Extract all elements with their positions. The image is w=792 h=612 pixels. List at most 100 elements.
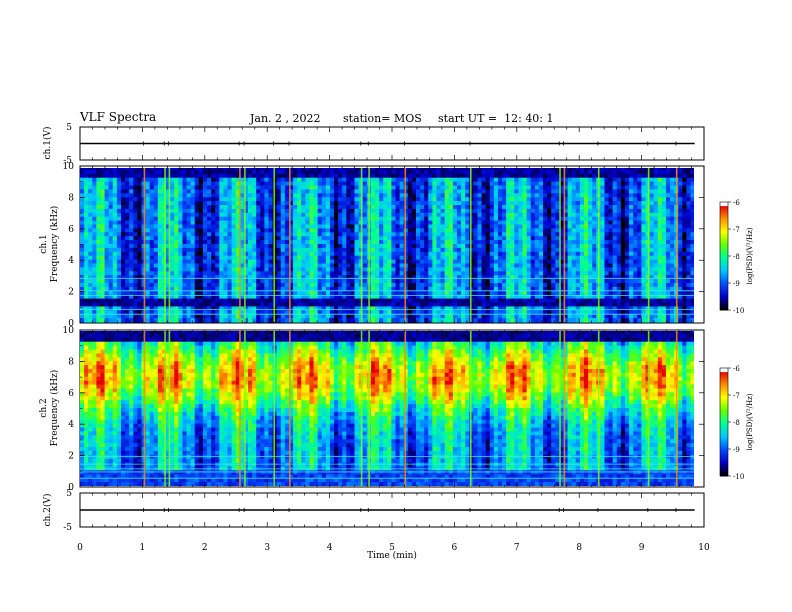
spectrogram-cell (584, 177, 589, 183)
spectrogram-cell (198, 267, 204, 272)
spectrogram-cell (481, 244, 487, 249)
spectrogram-cell (116, 310, 122, 315)
spectrogram-cell (104, 205, 110, 210)
spectrogram-cell (227, 247, 233, 253)
spectrogram-cell (248, 302, 253, 307)
spectrogram-cell (579, 314, 585, 319)
spectrogram-cell (145, 306, 151, 311)
spectrogram-cell (538, 247, 544, 253)
spectrogram-cell (522, 208, 528, 214)
spectrogram-cell (227, 244, 233, 249)
spectrogram-cell (215, 267, 220, 272)
spectrogram-cell (174, 244, 179, 249)
spectrogram-cell (157, 318, 163, 323)
spectrogram-cell (584, 232, 589, 237)
spectrogram-cell (477, 279, 483, 284)
spectrogram-cell (211, 259, 216, 265)
spectrogram-cell (313, 275, 319, 280)
spectrogram-cell (497, 236, 503, 241)
spectrogram-cell (518, 318, 524, 323)
spectrogram-cell (223, 279, 229, 284)
spectrogram-cell (276, 318, 282, 323)
spectrogram-cell (301, 197, 306, 202)
spectrogram-cell (379, 205, 384, 210)
spectrogram-cell (563, 228, 569, 233)
spectrogram-cell (297, 181, 302, 187)
spectrogram-cell (534, 193, 540, 198)
spectrogram-cell (321, 302, 327, 307)
spectrogram-cell (170, 181, 175, 187)
spectrogram-cell (399, 205, 405, 210)
spectrogram-cell (342, 240, 347, 245)
spectrogram-cell (84, 201, 89, 206)
spectrogram-cell (239, 193, 245, 198)
spectrogram-cell (452, 208, 458, 214)
spectrogram-cell (313, 263, 319, 268)
spectrogram-cell (502, 310, 507, 315)
spectrogram-cell (190, 185, 196, 190)
spectrogram-cell (571, 189, 577, 194)
spectrogram-cell (149, 193, 155, 198)
spectrogram-cell (448, 205, 454, 210)
spectrogram-cell (555, 216, 561, 222)
spectrogram-cell (465, 294, 470, 300)
spectrogram-cell (440, 263, 446, 268)
spectrogram-cell (338, 255, 343, 261)
spectrogram-cell (157, 193, 163, 198)
spectrogram-cell (112, 208, 118, 214)
spectrogram-cell (346, 271, 352, 276)
spectrogram-cell (207, 298, 212, 304)
spectrogram-cell (112, 302, 118, 307)
spectrogram-cell (571, 193, 577, 198)
spectrogram-cell (137, 193, 143, 198)
spectrogram-cell (334, 197, 339, 202)
spectrogram-cell (231, 267, 237, 272)
spectrogram-cell (375, 212, 380, 218)
spectrogram-cell (178, 247, 184, 253)
spectrogram-cell (584, 212, 589, 218)
spectrogram-cell (174, 286, 179, 292)
spectrogram-cell (375, 185, 380, 190)
spectrogram-cell (313, 298, 319, 304)
spectrogram-cell (518, 181, 524, 187)
spectrogram-cell (497, 208, 503, 214)
spectrogram-cell (297, 189, 302, 194)
spectrogram-cell (116, 169, 122, 175)
spectrogram-cell (125, 290, 130, 296)
spectrogram-cell (170, 279, 175, 284)
spectrogram-cell (116, 228, 122, 233)
spectrogram-cell (477, 208, 483, 214)
spectrogram-cell (145, 275, 151, 280)
spectrogram-cell (170, 302, 175, 307)
spectrogram-cell (268, 189, 274, 194)
spectrogram-cell (157, 306, 163, 311)
spectrogram-cell (338, 247, 343, 253)
spectrogram-cell (293, 314, 298, 319)
spectrogram-cell (174, 251, 179, 257)
spectrogram-cell (194, 228, 200, 233)
spectrogram-cell (202, 275, 208, 280)
spectrogram-cell (125, 216, 130, 222)
spectrogram-cell (276, 314, 282, 319)
spectrogram-cell (309, 314, 315, 319)
spectrogram-cell (305, 173, 311, 179)
spectrogram-cell (239, 216, 245, 222)
spectrogram-cell (579, 193, 585, 198)
spectrogram-cell (465, 240, 470, 245)
spectrogram-cell (182, 173, 188, 179)
spectrogram-cell (219, 294, 225, 300)
spectrogram-cell (202, 232, 208, 237)
spectrogram-cell (166, 193, 171, 198)
spectrogram-cell (223, 283, 229, 288)
spectrogram-cell (243, 314, 249, 319)
spectrogram-cell (284, 298, 290, 304)
spectrogram-cell (133, 247, 138, 253)
spectrogram-cell (559, 310, 565, 315)
spectrogram-cell (186, 169, 192, 175)
spectrogram-cell (84, 173, 89, 179)
spectrogram-cell (370, 247, 376, 253)
spectrogram-cell (543, 251, 548, 257)
spectrogram-cell (428, 244, 433, 249)
spectrogram-cell (538, 318, 544, 323)
spectrogram-cell (305, 279, 311, 284)
